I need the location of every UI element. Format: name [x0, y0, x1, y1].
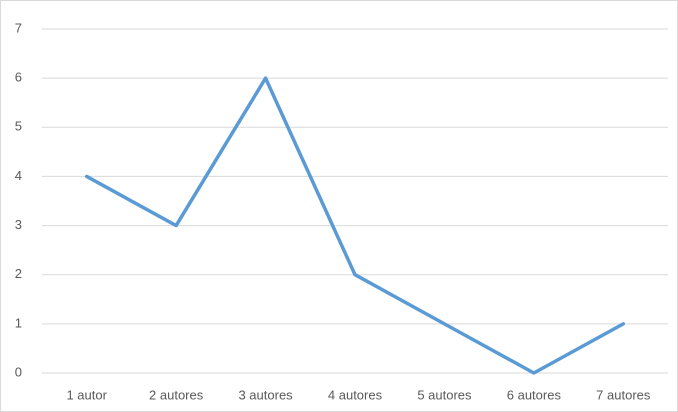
y-tick-label: 6 [15, 70, 22, 85]
y-tick-label: 3 [15, 217, 22, 232]
y-tick-label: 5 [15, 119, 22, 134]
x-tick-label: 7 autores [596, 387, 651, 402]
y-tick-label: 7 [15, 20, 22, 35]
x-tick-label: 2 autores [149, 387, 204, 402]
x-tick-label: 5 autores [417, 387, 472, 402]
y-tick-label: 1 [15, 315, 22, 330]
y-tick-label: 2 [15, 266, 22, 281]
x-tick-label: 4 autores [328, 387, 383, 402]
y-tick-label: 4 [15, 168, 22, 183]
x-tick-label: 3 autores [238, 387, 293, 402]
y-tick-label: 0 [15, 364, 22, 379]
x-tick-label: 6 autores [507, 387, 562, 402]
x-tick-label: 1 autor [66, 387, 107, 402]
line-series [84, 76, 626, 375]
